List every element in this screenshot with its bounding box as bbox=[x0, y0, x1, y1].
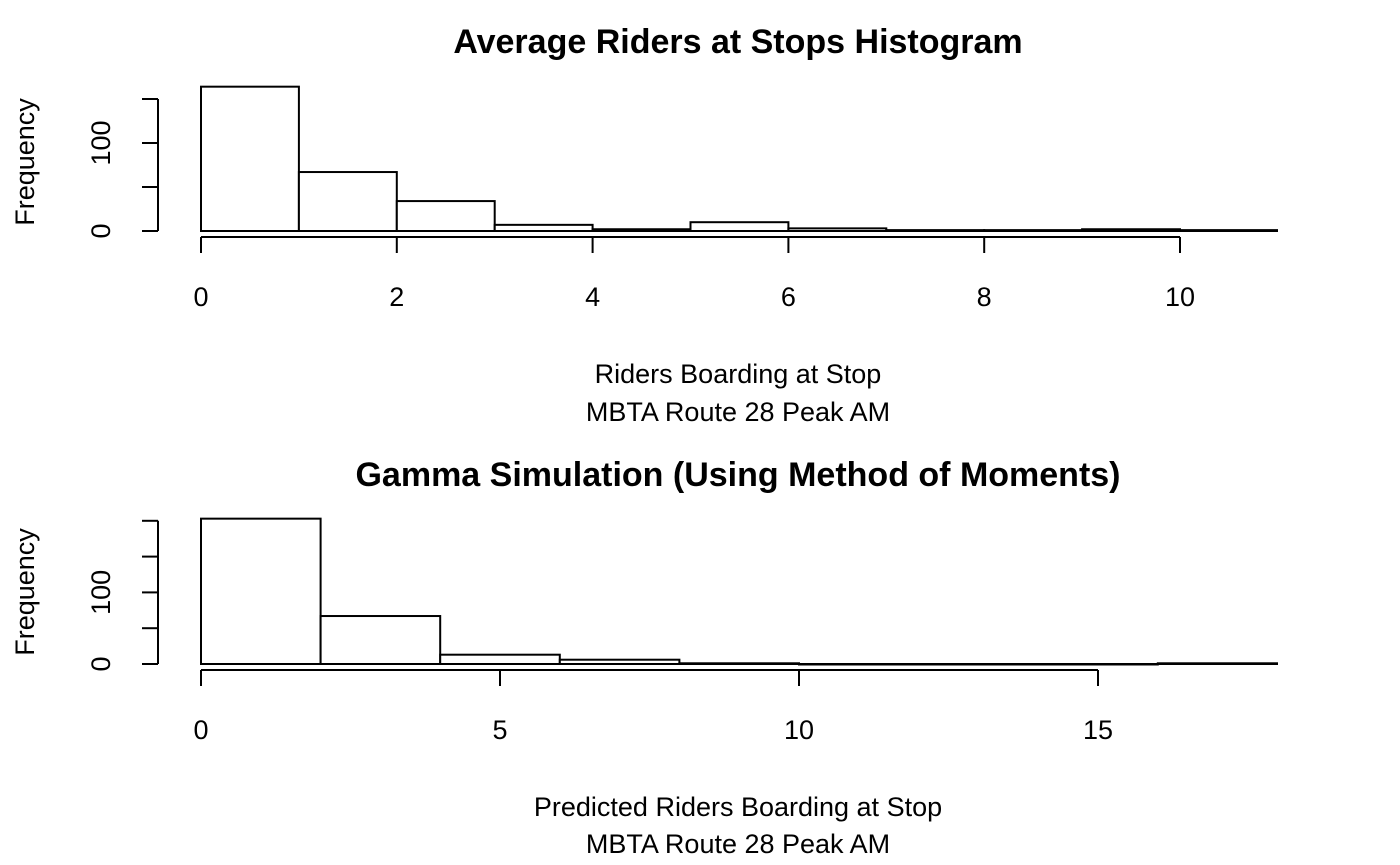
top-bar bbox=[1179, 229, 1278, 232]
top-chart-title: Average Riders at Stops Histogram bbox=[453, 23, 1022, 61]
bottom-x-axis-label: Predicted Riders Boarding at Stop bbox=[534, 792, 942, 822]
bottom-bar bbox=[798, 663, 920, 666]
top-bar bbox=[395, 200, 496, 233]
top-histogram-panel: Average Riders at Stops Histogram Riders… bbox=[10, 23, 1278, 427]
top-x-axis: 0 2 4 6 8 10 bbox=[193, 236, 1195, 312]
top-bar bbox=[493, 223, 594, 232]
bottom-bar bbox=[678, 662, 801, 665]
bottom-x-axis-sublabel: MBTA Route 28 Peak AM bbox=[586, 829, 890, 859]
top-x-tick-label: 2 bbox=[389, 282, 404, 312]
bottom-chart-title: Gamma Simulation (Using Method of Moment… bbox=[355, 456, 1120, 494]
top-bar bbox=[591, 228, 692, 233]
top-bars-group bbox=[200, 85, 1278, 233]
top-x-tick-label: 8 bbox=[977, 282, 992, 312]
bottom-y-axis-label: Frequency bbox=[10, 528, 40, 656]
top-bar bbox=[885, 229, 986, 232]
bottom-bars-group bbox=[200, 517, 1279, 666]
top-y-tick-label: 100 bbox=[86, 120, 116, 165]
bottom-x-axis: 0 5 10 15 bbox=[193, 669, 1113, 745]
bottom-x-tick-label: 0 bbox=[193, 715, 208, 745]
top-bar bbox=[983, 229, 1084, 232]
top-x-tick-label: 10 bbox=[1165, 282, 1195, 312]
top-bar bbox=[1081, 228, 1181, 233]
bottom-bar bbox=[319, 615, 442, 666]
bottom-x-tick-label: 15 bbox=[1083, 715, 1113, 745]
top-y-tick-label: 0 bbox=[86, 223, 116, 238]
bottom-x-tick-label: 10 bbox=[784, 715, 814, 745]
top-x-axis-label: Riders Boarding at Stop bbox=[595, 359, 882, 389]
bottom-bar bbox=[558, 658, 681, 665]
top-bar bbox=[297, 171, 398, 232]
bottom-bar bbox=[439, 653, 561, 666]
top-x-axis-sublabel: MBTA Route 28 Peak AM bbox=[586, 397, 890, 427]
top-bar bbox=[787, 227, 888, 233]
bottom-y-axis: 0 100 bbox=[86, 519, 159, 672]
top-x-tick-label: 6 bbox=[781, 282, 796, 312]
bottom-bar bbox=[1037, 663, 1159, 666]
bottom-bar bbox=[917, 663, 1040, 666]
top-x-tick-label: 4 bbox=[585, 282, 600, 312]
bottom-bar bbox=[1156, 662, 1279, 665]
top-bar bbox=[689, 221, 790, 232]
bottom-y-tick-label: 100 bbox=[86, 570, 116, 615]
top-y-axis-label: Frequency bbox=[10, 98, 40, 226]
bottom-y-tick-label: 0 bbox=[86, 656, 116, 671]
bottom-histogram-panel: Gamma Simulation (Using Method of Moment… bbox=[10, 456, 1279, 859]
top-y-axis: 0 100 bbox=[86, 98, 159, 239]
top-x-tick-label: 0 bbox=[193, 282, 208, 312]
top-bar bbox=[200, 85, 300, 233]
bottom-x-tick-label: 5 bbox=[492, 715, 507, 745]
bottom-bar bbox=[200, 517, 322, 665]
